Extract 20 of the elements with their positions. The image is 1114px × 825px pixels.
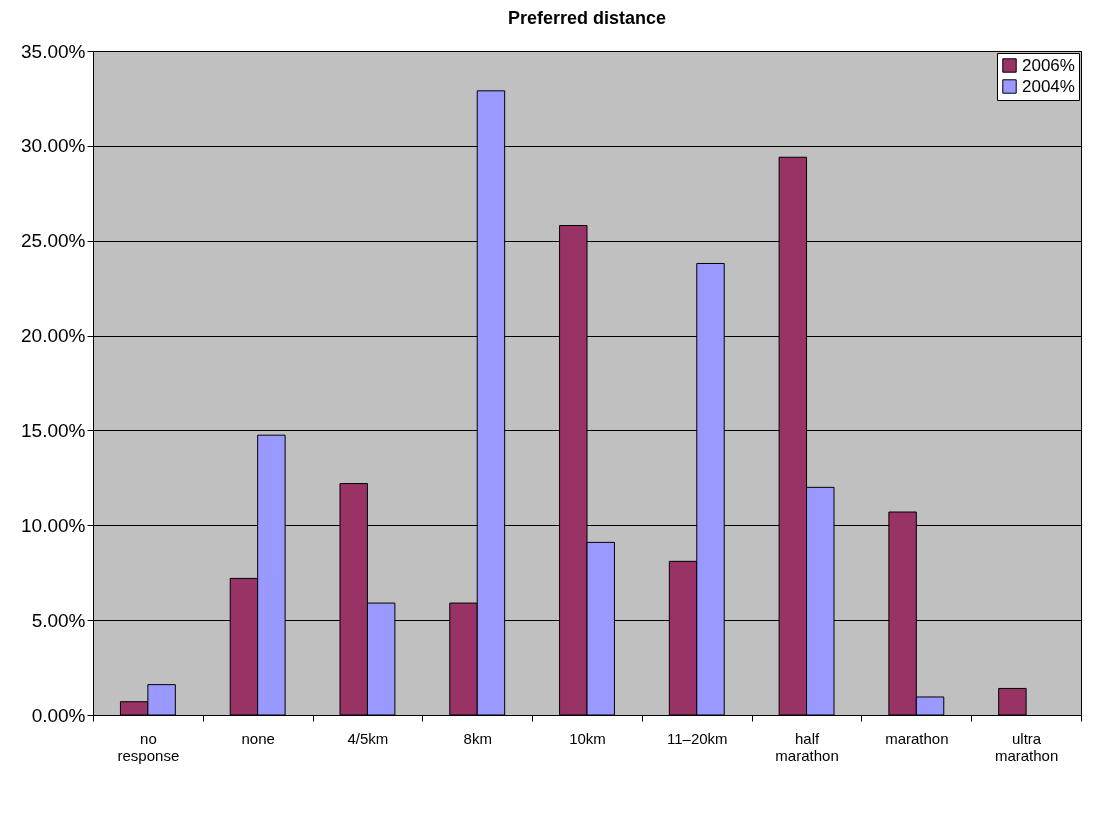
legend-label: 2004% bbox=[1022, 76, 1075, 96]
x-tick-label: 8km bbox=[463, 729, 492, 747]
y-tick-label: 25.00% bbox=[21, 230, 86, 252]
chart-title: Preferred distance bbox=[507, 8, 667, 28]
x-tick-label: marathon bbox=[885, 729, 949, 747]
x-tick-label: half marathon bbox=[775, 729, 839, 764]
y-tick-label: 15.00% bbox=[21, 419, 86, 441]
y-tick-label: 20.00% bbox=[21, 325, 86, 347]
x-tick-label: no response bbox=[117, 729, 180, 764]
y-tick-label: 0.00% bbox=[31, 704, 86, 726]
y-tick-label: 10.00% bbox=[21, 514, 86, 536]
legend-label: 2006% bbox=[1022, 55, 1075, 75]
x-tick-label: ultra marathon bbox=[994, 729, 1059, 764]
x-tick-label: 4/5km bbox=[347, 729, 389, 747]
x-tick-label: 10km bbox=[569, 729, 606, 747]
x-tick-label: 11–20km bbox=[666, 729, 728, 747]
x-tick-label: none bbox=[241, 729, 275, 747]
y-tick-label: 5.00% bbox=[31, 609, 86, 631]
y-tick-label: 35.00% bbox=[21, 40, 86, 62]
y-tick-label: 30.00% bbox=[21, 135, 86, 157]
